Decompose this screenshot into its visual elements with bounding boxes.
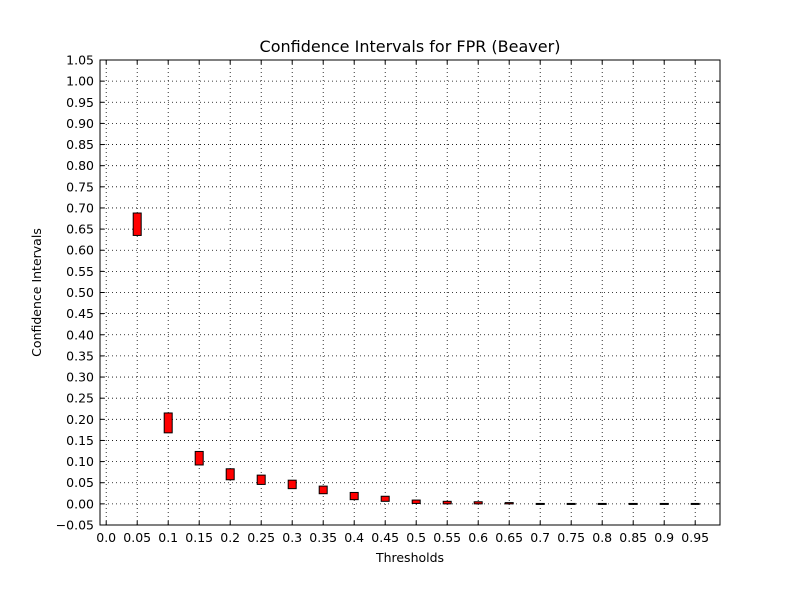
ci-bar bbox=[628, 502, 638, 505]
ci-bar bbox=[349, 491, 359, 501]
ci-bar bbox=[132, 212, 142, 236]
y-tick-label: 0.30 bbox=[66, 370, 94, 385]
y-tick-label: 0.45 bbox=[66, 306, 94, 321]
y-tick-label: 0.35 bbox=[66, 348, 94, 363]
y-tick-label: 0.05 bbox=[66, 475, 94, 490]
ci-bar bbox=[504, 502, 514, 505]
ci-bar bbox=[194, 450, 204, 466]
ci-bar bbox=[690, 502, 700, 505]
y-tick-label: 0.40 bbox=[66, 327, 94, 342]
x-tick-label: 0.45 bbox=[371, 530, 399, 545]
x-tick-label: 0.55 bbox=[433, 530, 461, 545]
y-tick-label: 0.50 bbox=[66, 285, 94, 300]
x-tick-label: 0.35 bbox=[309, 530, 337, 545]
y-tick-label: −0.05 bbox=[56, 518, 94, 533]
y-tick-label: 1.05 bbox=[66, 53, 94, 68]
ci-bar bbox=[163, 412, 173, 434]
x-tick-label: 0.6 bbox=[468, 530, 488, 545]
chart-title: Confidence Intervals for FPR (Beaver) bbox=[260, 37, 561, 56]
ci-bar bbox=[535, 502, 545, 505]
x-tick-label: 0.5 bbox=[406, 530, 426, 545]
ci-bar bbox=[318, 485, 328, 495]
x-tick-label: 0.65 bbox=[495, 530, 523, 545]
y-tick-label: 0.60 bbox=[66, 243, 94, 258]
ci-bar bbox=[225, 468, 235, 481]
y-tick-label: 0.25 bbox=[66, 391, 94, 406]
ci-bar bbox=[256, 474, 266, 485]
x-tick-label: 0.95 bbox=[681, 530, 709, 545]
y-tick-label: 0.10 bbox=[66, 454, 94, 469]
x-tick-label: 0.15 bbox=[185, 530, 213, 545]
x-tick-label: 0.1 bbox=[158, 530, 178, 545]
ci-bar bbox=[287, 479, 297, 490]
x-tick-label: 0.85 bbox=[619, 530, 647, 545]
ci-bar bbox=[411, 499, 421, 504]
tick-marks bbox=[100, 59, 720, 526]
y-tick-label: 0.90 bbox=[66, 116, 94, 131]
y-tick-labels: −0.05 0.00 0.05 0.10 0.15 0.20 0.25 0.30 0.35 0.4… bbox=[56, 53, 94, 533]
y-tick-label: 1.00 bbox=[66, 74, 94, 89]
y-tick-label: 0.70 bbox=[66, 200, 94, 215]
y-tick-label: 0.80 bbox=[66, 158, 94, 173]
y-tick-label: 0.20 bbox=[66, 412, 94, 427]
grid-lines bbox=[100, 59, 720, 526]
ci-bar bbox=[659, 502, 669, 505]
x-tick-labels: 0.0 0.05 0.1 0.15 0.2 0.25 0.3 0.35 0.4 0.45 0.5 0.… bbox=[96, 530, 709, 545]
x-tick-label: 0.3 bbox=[282, 530, 302, 545]
x-axis-label: Thresholds bbox=[375, 550, 444, 565]
y-tick-label: 0.55 bbox=[66, 264, 94, 279]
plot-frame bbox=[99, 59, 721, 526]
x-tick-label: 0.25 bbox=[247, 530, 275, 545]
x-tick-label: 0.4 bbox=[344, 530, 364, 545]
x-tick-label: 0.05 bbox=[123, 530, 151, 545]
ci-bar bbox=[380, 495, 390, 502]
x-tick-label: 0.75 bbox=[557, 530, 585, 545]
y-tick-label: 0.65 bbox=[66, 222, 94, 237]
y-tick-label: 0.85 bbox=[66, 137, 94, 152]
ci-bar bbox=[566, 502, 576, 505]
x-tick-label: 0.0 bbox=[96, 530, 116, 545]
y-tick-label: 0.00 bbox=[66, 496, 94, 511]
x-tick-label: 0.8 bbox=[592, 530, 612, 545]
y-tick-label: 0.95 bbox=[66, 95, 94, 110]
x-tick-label: 0.7 bbox=[530, 530, 550, 545]
ci-bar bbox=[442, 500, 452, 505]
x-tick-label: 0.9 bbox=[654, 530, 674, 545]
y-tick-label: 0.15 bbox=[66, 433, 94, 448]
y-tick-label: 0.75 bbox=[66, 179, 94, 194]
ci-bar bbox=[597, 502, 607, 505]
ci-bar bbox=[473, 501, 483, 505]
confidence-interval-bars bbox=[132, 212, 700, 505]
y-axis-label: Confidence Intervals bbox=[29, 228, 44, 357]
x-tick-label: 0.2 bbox=[220, 530, 240, 545]
